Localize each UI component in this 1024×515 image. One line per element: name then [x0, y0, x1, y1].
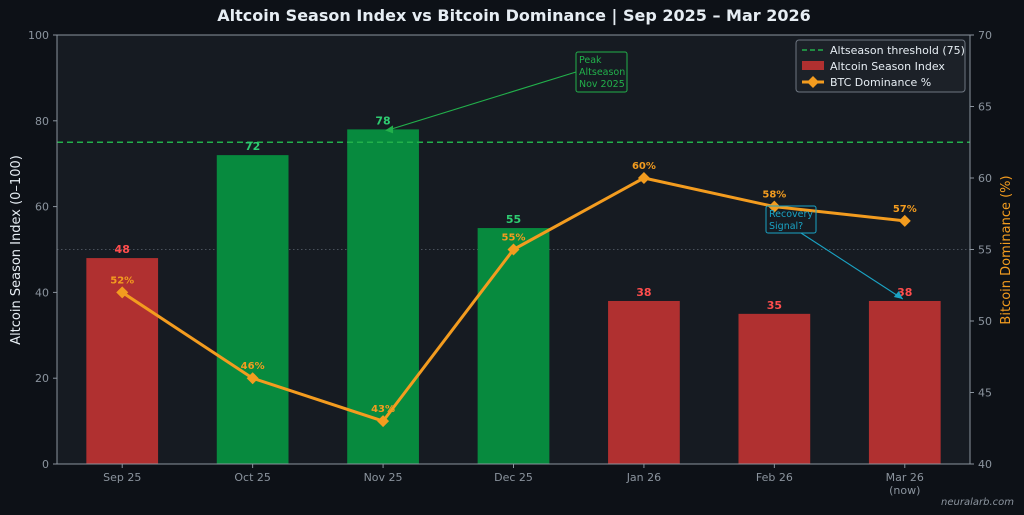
btc-dominance-marker	[507, 243, 520, 256]
annotation-recovery-arrowhead	[893, 290, 903, 299]
y-left-tick-label: 80	[35, 115, 49, 128]
annotation-recovery-text: Recovery	[769, 209, 813, 220]
btc-dominance-marker	[377, 415, 390, 428]
btc-dominance-marker	[768, 200, 781, 213]
y-right-tick-label: 60	[978, 172, 992, 185]
y-right-tick-label: 70	[978, 29, 992, 42]
annotation-peak-text: Altseason	[579, 67, 625, 78]
legend-line-label: BTC Dominance %	[830, 76, 931, 89]
bar-value-label: 35	[767, 299, 782, 312]
y-right-tick-label: 55	[978, 244, 992, 257]
y-right-tick-label: 65	[978, 101, 992, 114]
y-left-tick-label: 40	[35, 286, 49, 299]
watermark: neuralarb.com	[941, 497, 1014, 508]
btc-dominance-marker	[898, 214, 911, 227]
annotation-recovery-arrow	[800, 232, 904, 300]
y-left-tick-label: 20	[35, 372, 49, 385]
chart-title: Altcoin Season Index vs Bitcoin Dominanc…	[217, 6, 811, 26]
y-left-tick-label: 100	[28, 29, 49, 42]
x-tick-label: Dec 25	[494, 471, 533, 484]
bar-value-label: 78	[375, 114, 390, 127]
annotation-recovery-text: Signal?	[769, 221, 803, 232]
btc-dominance-value-label: 52%	[110, 275, 134, 286]
annotation-peak-arrowhead	[385, 125, 394, 134]
x-tick-label: Sep 25	[103, 471, 141, 484]
y-axis-right-label: Bitcoin Dominance (%)	[999, 175, 1014, 324]
y-axis-left-label: Altcoin Season Index (0–100)	[9, 155, 24, 345]
legend-box	[795, 39, 966, 93]
y-left-tick-label: 60	[35, 201, 49, 214]
annotation-peak-text: Nov 2025	[579, 79, 625, 90]
btc-dominance-marker	[116, 286, 129, 299]
x-tick-label: Mar 26	[886, 471, 924, 484]
legend-threshold-label: Altseason threshold (75)	[830, 44, 965, 57]
btc-dominance-marker	[637, 172, 650, 184]
bar-dec-25	[477, 228, 550, 464]
x-tick-label: Jan 26	[626, 471, 661, 484]
bar-mar-26	[868, 300, 941, 464]
bar-nov-25	[347, 129, 419, 464]
btc-dominance-value-label: 55%	[502, 233, 526, 244]
bar-value-label: 48	[115, 243, 130, 256]
legend-bar-swatch	[802, 61, 824, 70]
btc-dominance-value-label: 46%	[241, 361, 265, 372]
annotation-recovery-box	[765, 205, 817, 234]
bar-value-label: 38	[636, 286, 651, 299]
bar-value-label: 72	[245, 140, 260, 153]
bar-value-label: 55	[506, 213, 521, 226]
annotation-peak-arrow	[386, 71, 577, 131]
legend-bar-label: Altcoin Season Index	[830, 60, 945, 73]
x-tick-sublabel: (now)	[889, 484, 920, 497]
btc-dominance-marker	[246, 372, 259, 385]
annotation-peak-text: Peak	[579, 55, 602, 66]
x-tick-label: Feb 26	[756, 471, 793, 484]
btc-dominance-value-label: 58%	[762, 190, 786, 201]
bar-oct-25	[216, 155, 289, 464]
x-tick-label: Oct 25	[234, 471, 271, 484]
bar-jan-26	[608, 300, 680, 464]
btc-dominance-value-label: 60%	[632, 161, 656, 172]
y-right-tick-label: 45	[978, 387, 992, 400]
y-right-tick-label: 50	[978, 315, 992, 328]
legend-line-marker	[807, 76, 819, 88]
y-right-tick-label: 40	[978, 458, 992, 471]
bar-feb-26	[738, 313, 811, 464]
x-tick-label: Nov 25	[364, 471, 403, 484]
y-left-tick-label: 0	[42, 458, 49, 471]
btc-dominance-value-label: 57%	[893, 204, 917, 215]
btc-dominance-value-label: 43%	[371, 404, 395, 415]
